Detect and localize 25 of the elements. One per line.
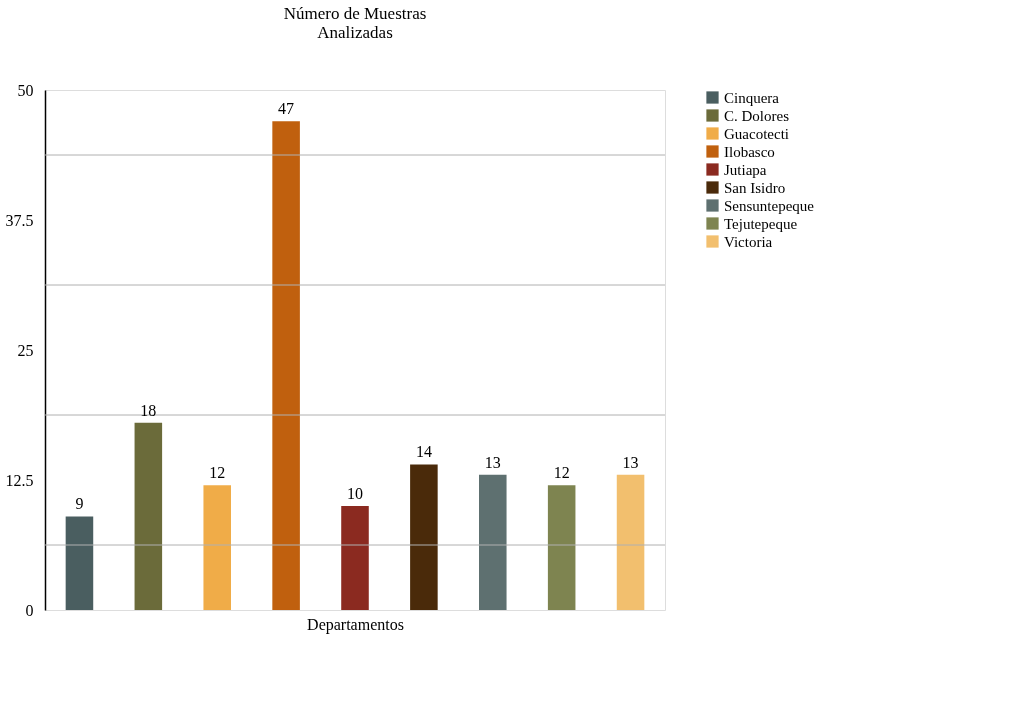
legend-label: Victoria: [724, 233, 773, 250]
y-tick-label: 50: [17, 81, 34, 99]
data-label: 12: [209, 464, 226, 482]
y-tick-label: 12.5: [5, 471, 34, 489]
legend-label: C. Dolores: [724, 107, 790, 124]
data-label: 13: [622, 453, 639, 471]
y-tick-label: 25: [17, 341, 34, 359]
chart-title: Número de Muestras Analizadas: [283, 4, 427, 42]
data-label: 12: [553, 464, 570, 482]
legend-label: Tejutepeque: [724, 215, 798, 232]
x-axis-title: Departamentos: [307, 615, 404, 634]
legend-label: Cinquera: [724, 89, 780, 106]
data-label: 47: [278, 100, 295, 118]
legend-label: Ilobasco: [724, 143, 775, 160]
data-label: 10: [347, 485, 363, 502]
data-label: 9: [75, 495, 84, 513]
y-tick-label: 0: [25, 601, 34, 619]
data-label: 14: [415, 443, 432, 461]
legend-label: Guacotecti: [724, 125, 789, 142]
legend-label: San Isidro: [724, 179, 786, 196]
y-tick-label: 37.5: [5, 211, 34, 229]
data-label: 13: [484, 453, 501, 471]
legend-label: Sensuntepeque: [724, 197, 815, 214]
data-label: 18: [140, 401, 157, 419]
legend-label: Jutiapa: [724, 161, 767, 178]
